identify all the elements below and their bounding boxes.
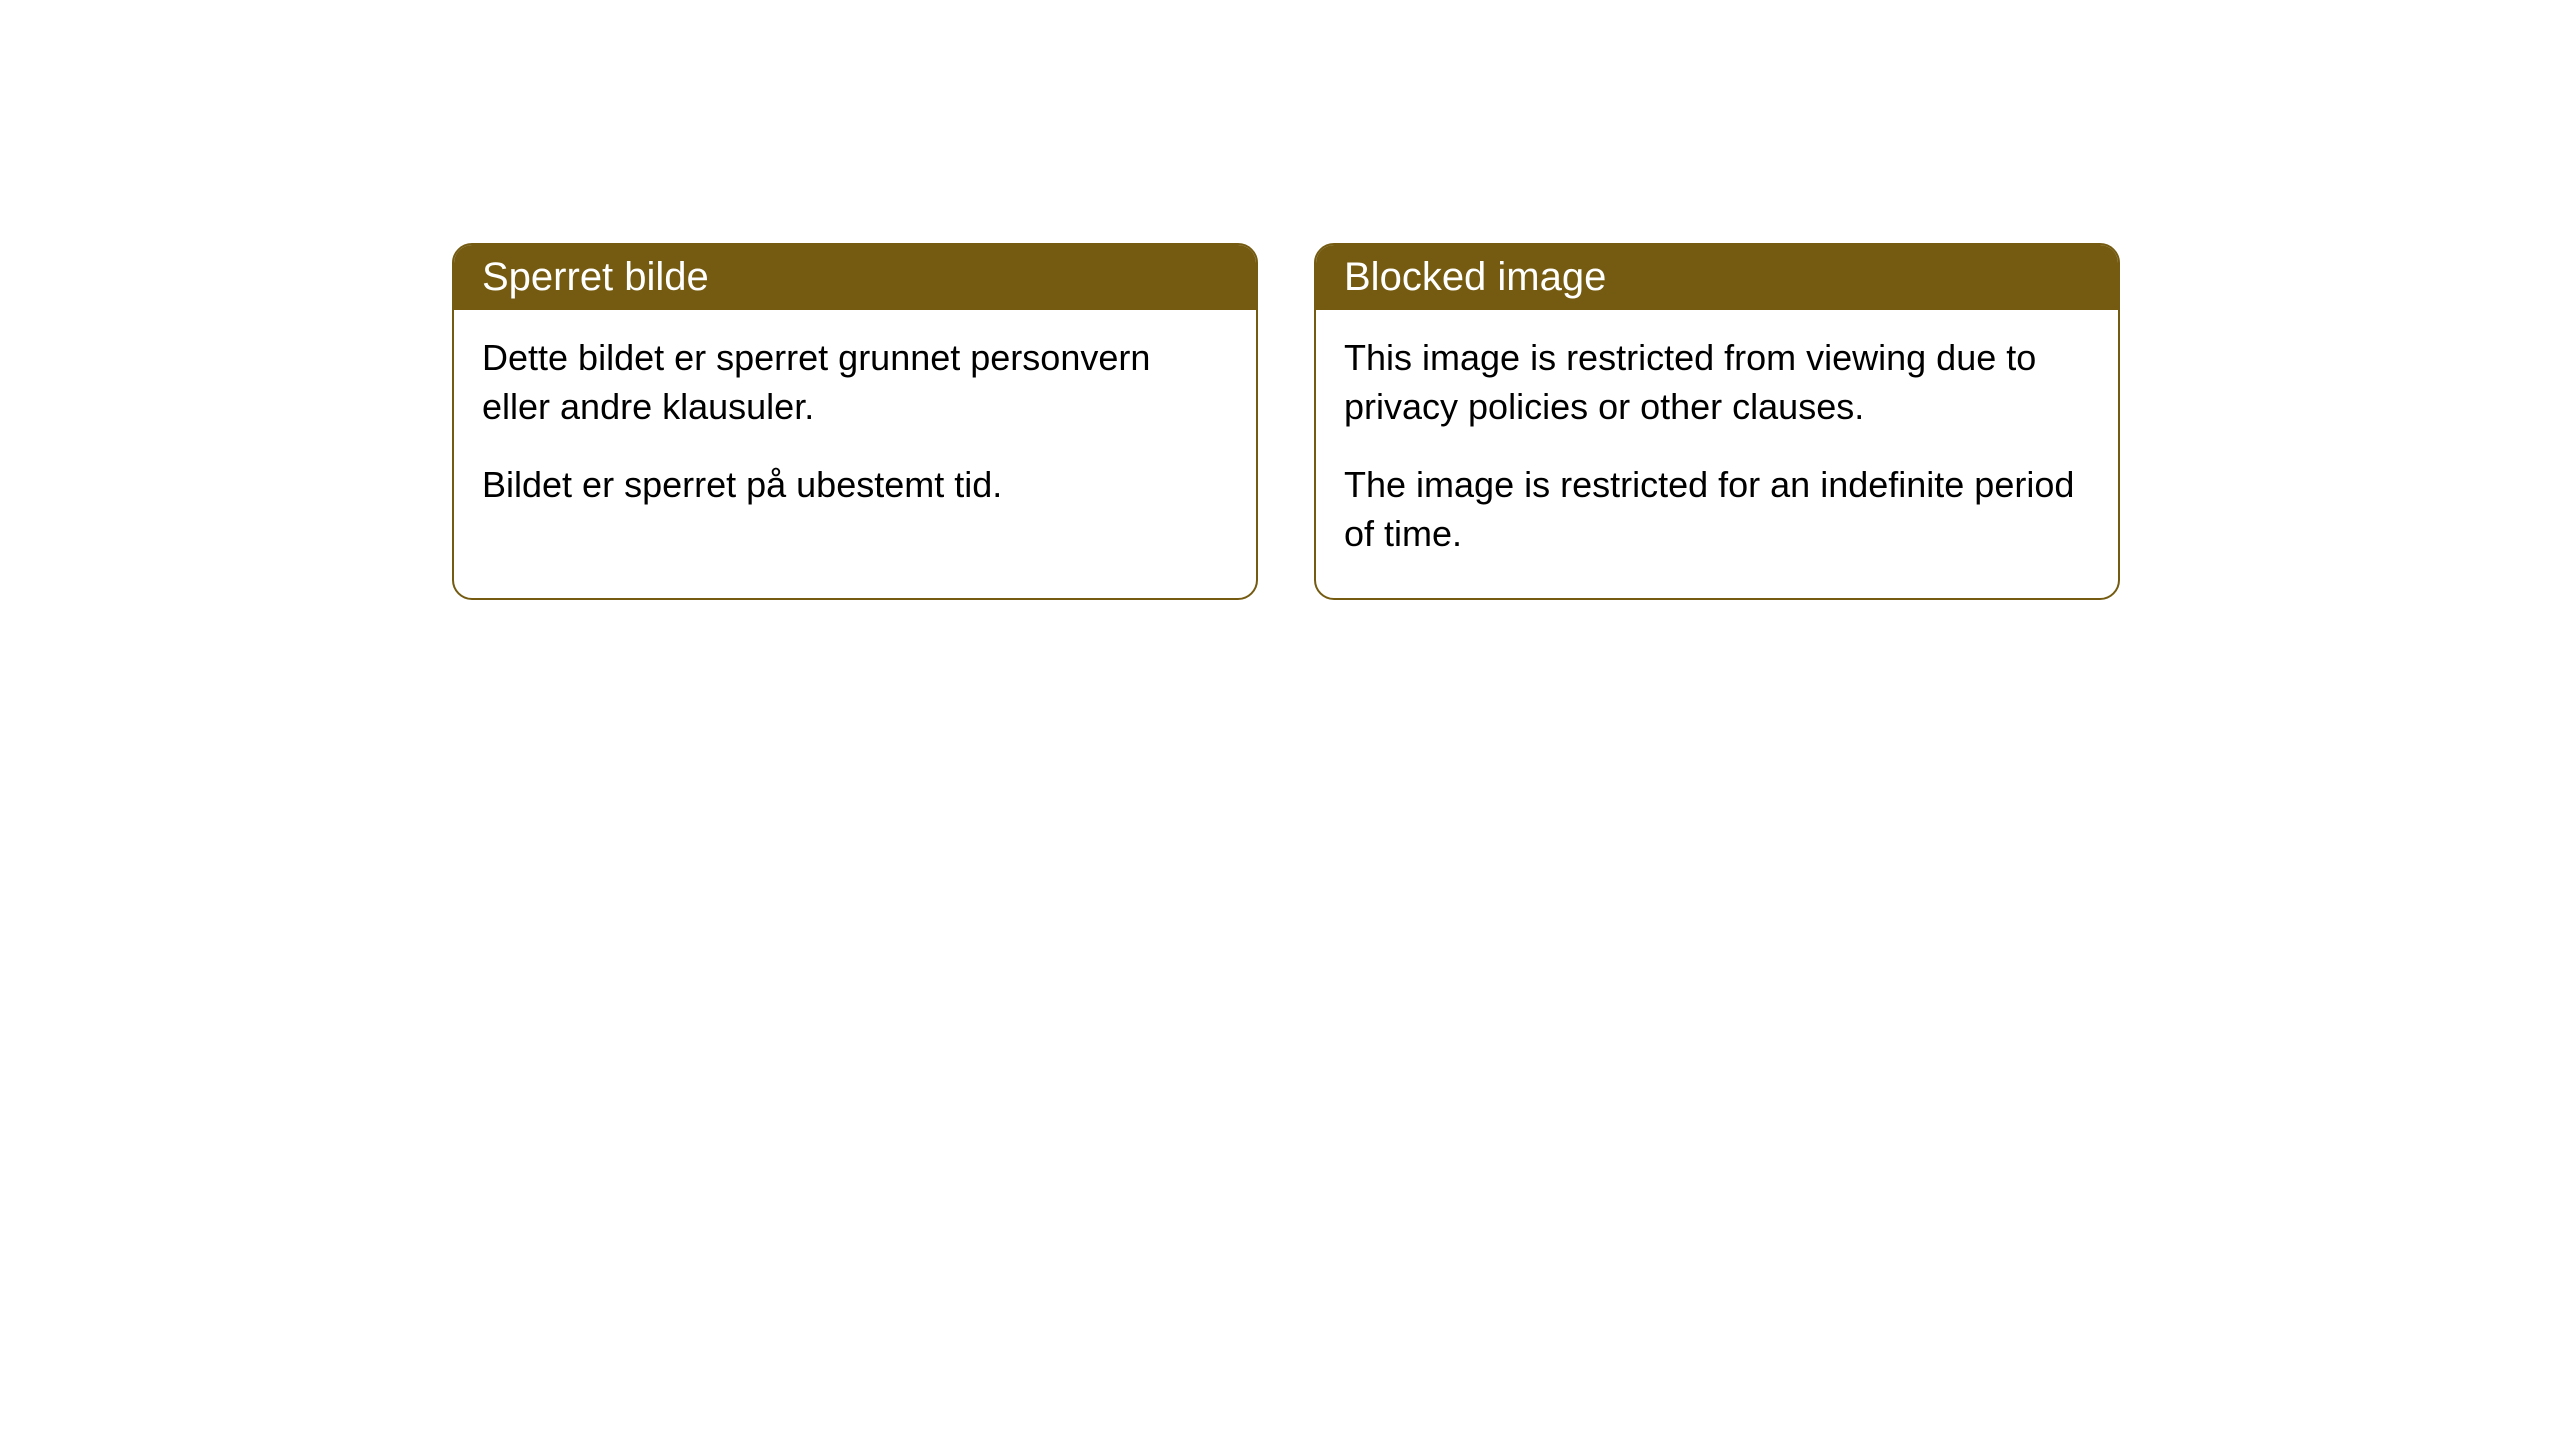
card-paragraph: This image is restricted from viewing du… xyxy=(1344,334,2090,431)
card-header: Blocked image xyxy=(1316,245,2118,310)
notice-card-container: Sperret bilde Dette bildet er sperret gr… xyxy=(452,243,2560,600)
card-paragraph: Bildet er sperret på ubestemt tid. xyxy=(482,461,1228,510)
card-title: Sperret bilde xyxy=(482,255,709,299)
card-paragraph: Dette bildet er sperret grunnet personve… xyxy=(482,334,1228,431)
blocked-image-card-english: Blocked image This image is restricted f… xyxy=(1314,243,2120,600)
card-paragraph: The image is restricted for an indefinit… xyxy=(1344,461,2090,558)
blocked-image-card-norwegian: Sperret bilde Dette bildet er sperret gr… xyxy=(452,243,1258,600)
card-header: Sperret bilde xyxy=(454,245,1256,310)
card-title: Blocked image xyxy=(1344,255,1606,299)
card-body: Dette bildet er sperret grunnet personve… xyxy=(454,310,1256,550)
card-body: This image is restricted from viewing du… xyxy=(1316,310,2118,598)
